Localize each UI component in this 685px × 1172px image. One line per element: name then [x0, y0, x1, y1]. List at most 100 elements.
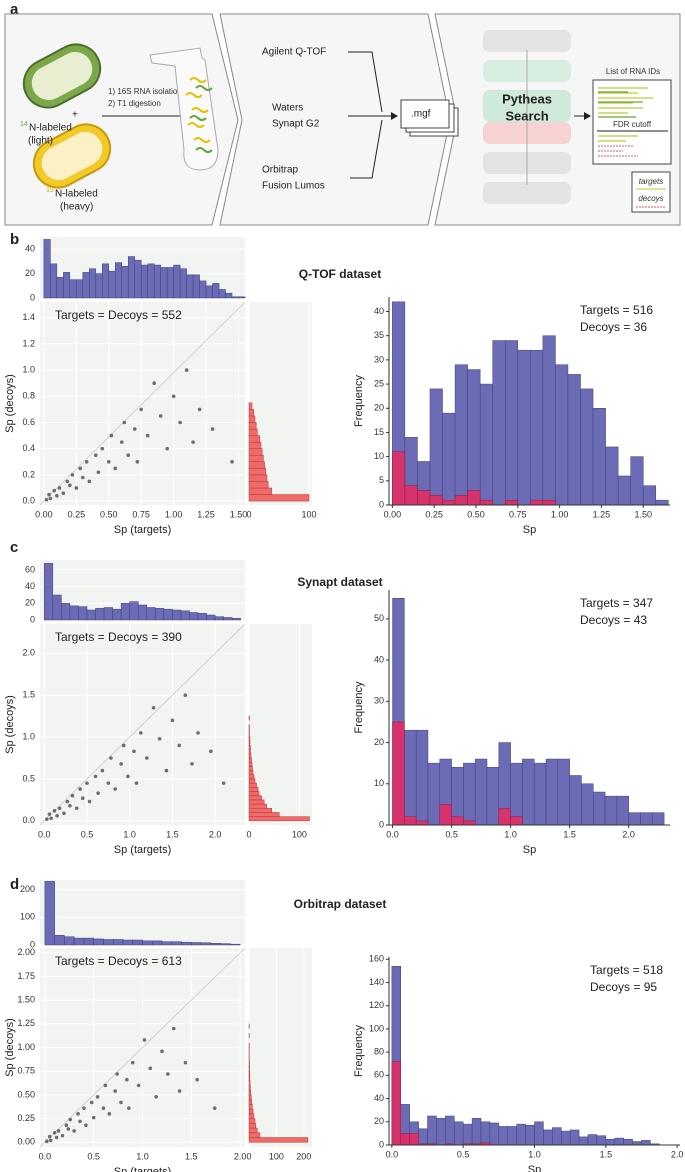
- point: [197, 407, 202, 412]
- point: [132, 427, 137, 431]
- point: [166, 1072, 170, 1076]
- bar: [492, 340, 506, 506]
- bar: [120, 603, 130, 621]
- point: [191, 440, 195, 444]
- point: [56, 1129, 61, 1133]
- bar: [522, 758, 535, 826]
- bar: [248, 487, 273, 495]
- bar: [52, 594, 62, 621]
- x-tick-label: 1.5: [166, 829, 179, 839]
- point: [87, 479, 92, 484]
- instrument: Synapt G2: [272, 119, 320, 130]
- bar: [248, 741, 251, 746]
- bar: [404, 485, 418, 506]
- bar: [415, 820, 429, 826]
- bar: [78, 606, 88, 621]
- point: [82, 1106, 86, 1110]
- bar: [641, 1140, 651, 1146]
- x-axis-label: Sp: [523, 524, 536, 536]
- y-tick-label: 20: [374, 737, 384, 747]
- y-tick-label: 1.00: [17, 1042, 35, 1052]
- point: [95, 1094, 100, 1099]
- bar: [451, 816, 464, 826]
- point: [190, 762, 194, 766]
- plus: +: [72, 110, 78, 121]
- point: [160, 1049, 164, 1054]
- point: [195, 1077, 199, 1082]
- bar: [655, 499, 669, 506]
- point: [221, 781, 226, 785]
- point: [93, 774, 98, 779]
- bar: [248, 448, 263, 456]
- y-tick-label: 0: [379, 819, 384, 829]
- bar: [161, 941, 173, 946]
- bar: [248, 745, 251, 750]
- bar: [614, 1137, 624, 1146]
- bar: [95, 608, 105, 621]
- y-tick-label: 1.50: [17, 994, 35, 1004]
- point: [164, 768, 169, 773]
- bar: [454, 495, 468, 506]
- y-tick-label: 0.0: [22, 815, 35, 825]
- bar: [248, 766, 253, 771]
- x-tick-label: 0: [246, 1151, 251, 1161]
- point: [70, 473, 75, 477]
- bar: [112, 939, 124, 946]
- bar: [61, 603, 71, 621]
- point: [74, 486, 79, 490]
- y-tick-label: 1.4: [22, 312, 35, 322]
- bar: [542, 335, 556, 506]
- bar: [163, 608, 173, 621]
- bar: [498, 808, 511, 826]
- point: [115, 1072, 119, 1076]
- y-tick-label: 30: [374, 696, 384, 706]
- y-axis-label: Frequency: [353, 1025, 365, 1077]
- y-tick-label: 20: [25, 268, 35, 278]
- step: 2) T1 digestion: [108, 99, 161, 108]
- bar: [129, 601, 139, 621]
- x-tick-label: 0.50: [467, 509, 485, 519]
- point: [93, 453, 98, 458]
- bar: [429, 388, 443, 506]
- bar: [132, 939, 143, 946]
- bar: [392, 721, 405, 826]
- x-tick-label: 1.25: [197, 509, 215, 519]
- point: [144, 756, 149, 760]
- panel-title: Q-TOF dataset: [299, 267, 381, 281]
- bar: [248, 812, 280, 817]
- bar: [200, 942, 212, 946]
- x-tick-label: 1.0: [136, 1151, 149, 1161]
- bar: [248, 454, 264, 463]
- isotope: 14: [20, 121, 28, 128]
- point: [47, 812, 52, 816]
- y-tick-label: 20: [25, 598, 35, 608]
- bar: [489, 1122, 500, 1146]
- bar: [442, 499, 456, 506]
- y-tick-label: 40: [374, 1093, 384, 1103]
- point: [177, 1089, 182, 1093]
- state-light: (light): [28, 136, 53, 147]
- bar: [155, 608, 165, 621]
- bar: [180, 610, 190, 621]
- y-tick-label: 50: [374, 613, 384, 623]
- x-tick-label: 2.0: [234, 1151, 247, 1161]
- y-tick-label: 140: [369, 977, 384, 987]
- bar: [248, 774, 255, 780]
- bar: [652, 812, 665, 826]
- bar: [605, 446, 619, 506]
- bar: [220, 943, 231, 946]
- point: [48, 1138, 53, 1143]
- rna: [185, 77, 211, 143]
- bar: [248, 724, 250, 729]
- bar: [445, 1115, 455, 1146]
- bar: [533, 762, 547, 826]
- point: [135, 459, 140, 464]
- point: [68, 803, 72, 808]
- bar: [616, 795, 629, 826]
- bar: [63, 272, 71, 299]
- bar: [640, 812, 653, 826]
- point: [183, 693, 188, 697]
- bar: [427, 762, 441, 826]
- bar: [592, 408, 606, 506]
- bar: [462, 1123, 473, 1146]
